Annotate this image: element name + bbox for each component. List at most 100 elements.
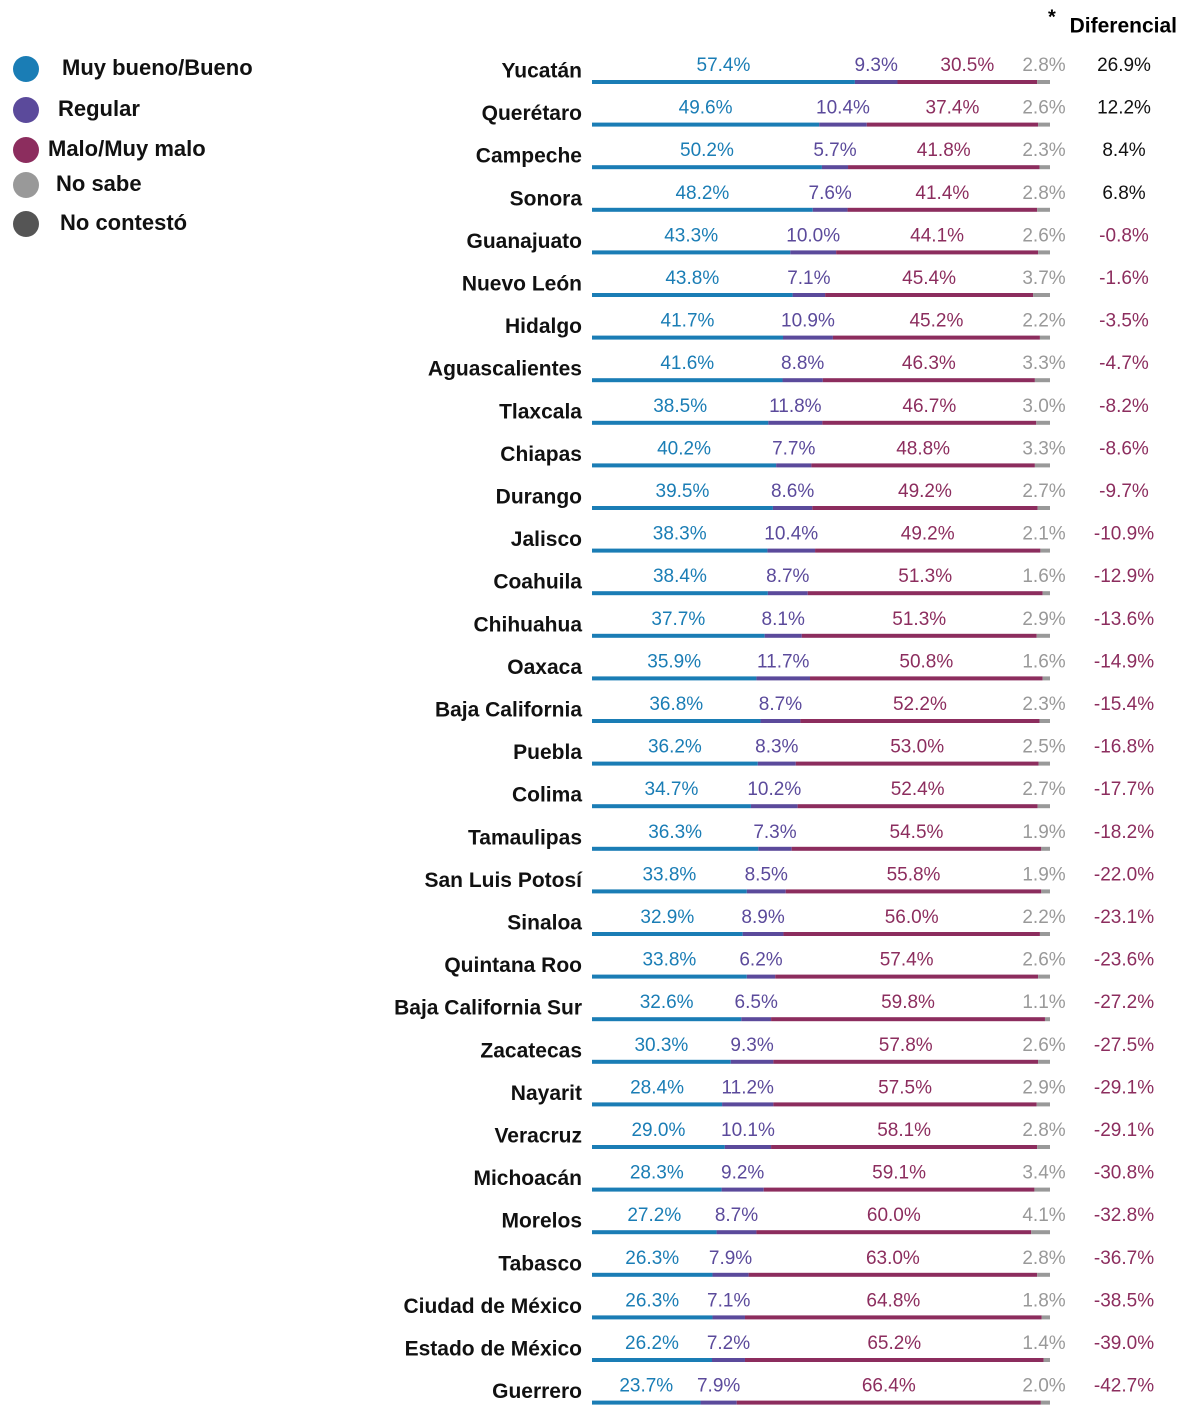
value-label: 1.9% [1022,864,1065,885]
category-label: Tlaxcala [499,400,582,423]
bar-segment [716,1230,757,1235]
value-label: 8.6% [771,481,814,502]
value-label: 36.8% [649,694,703,715]
bar-segment [1042,676,1050,681]
bar-segment [757,761,796,766]
value-label: 38.4% [653,566,707,587]
legend-swatch [13,172,39,198]
bar-segment [592,207,813,212]
value-label: 7.9% [697,1376,740,1397]
value-label: 27.2% [627,1205,681,1226]
legend-swatch [13,137,39,163]
value-label: 8.3% [755,737,798,758]
bar-segment [592,633,765,638]
value-label: 57.4% [880,950,934,971]
bar-segment [782,335,833,340]
value-label: 3.3% [1022,438,1065,459]
value-label: 2.2% [1022,311,1065,332]
bar-segment [1036,420,1050,425]
value-label: 38.3% [653,524,707,545]
value-label: 2.9% [1022,609,1065,630]
bar-segment [1034,463,1050,468]
legend-label: No contestó [60,210,187,235]
bar-segment [1037,804,1050,809]
differential-label: 12.2% [1097,98,1151,119]
legend-label: Malo/Muy malo [48,136,206,161]
category-label: Zacatecas [480,1039,582,1062]
value-label: 30.3% [634,1035,688,1056]
differential-label: -27.5% [1094,1035,1154,1056]
bar-segment [767,548,816,553]
value-label: 57.4% [697,55,751,76]
bar-segment [763,1187,1035,1192]
differential-label: -27.2% [1094,992,1154,1013]
category-label: Colima [512,784,582,807]
differential-label: -30.8% [1094,1163,1154,1184]
value-label: 33.8% [642,950,696,971]
bar-segment [592,1358,712,1362]
bar-segment [1037,207,1050,212]
bar-segment [1041,1315,1050,1320]
differential-label: -36.7% [1094,1248,1154,1269]
bar-segment [1041,846,1050,851]
bar-segment [822,378,1035,383]
value-label: 2.8% [1022,55,1065,76]
differential-label: -17.7% [1094,779,1154,800]
value-label: 2.8% [1022,183,1065,204]
value-label: 32.9% [640,907,694,928]
bar-segment [773,1102,1037,1107]
category-label: Coahuila [493,571,582,594]
bar-segment [1037,80,1050,84]
value-label: 58.1% [877,1120,931,1141]
bar-segment [1041,889,1050,894]
category-label: Guanajuato [466,230,582,253]
differential-label: -0.8% [1099,225,1149,246]
value-label: 32.6% [640,992,694,1013]
bar-segment [592,335,783,340]
bar-segment [721,1187,764,1192]
value-label: 2.6% [1022,225,1065,246]
bar-segment [1040,548,1050,553]
value-label: 10.2% [747,779,801,800]
bar-segment [767,591,808,596]
value-label: 50.8% [899,651,953,672]
value-label: 60.0% [867,1205,921,1226]
bar-segment [592,122,820,127]
bar-segment [592,1315,713,1320]
value-label: 36.3% [648,822,702,843]
differential-label: -42.7% [1094,1376,1154,1397]
bar-segment [1044,1017,1050,1022]
value-label: 40.2% [657,438,711,459]
value-label: 8.7% [715,1205,758,1226]
bar-segment [768,420,823,425]
value-label: 8.7% [759,694,802,715]
category-label: San Luis Potosí [424,869,583,892]
value-label: 52.4% [891,779,945,800]
legend-label: Regular [58,96,140,121]
value-label: 54.5% [890,822,944,843]
value-label: 7.1% [787,268,830,289]
category-label: Tabasco [498,1252,582,1275]
bar-segment [1040,1400,1050,1405]
bar-segment [775,974,1039,979]
value-label: 11.8% [769,396,822,417]
bar-segment [592,165,822,170]
bar-segment [592,80,855,84]
differential-label: -1.6% [1099,268,1149,289]
bar-segment [736,1400,1041,1405]
bar-segment [1038,1059,1050,1064]
value-label: 53.0% [890,737,944,758]
bar-segment [854,80,898,84]
value-label: 3.7% [1022,268,1065,289]
differential-label: -39.0% [1094,1333,1154,1354]
bar-segment [1034,1187,1050,1192]
value-label: 9.2% [721,1163,764,1184]
legend-swatch [13,211,39,237]
bar-segment [592,1145,725,1149]
value-label: 9.3% [855,55,898,76]
value-label: 41.7% [661,311,715,332]
bar-segment [836,250,1039,255]
value-label: 49.2% [901,524,955,545]
bar-segment [746,889,786,894]
value-label: 59.1% [872,1163,926,1184]
